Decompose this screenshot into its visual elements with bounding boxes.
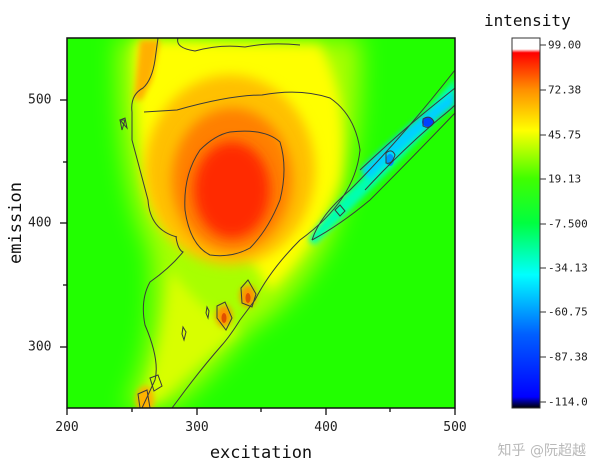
colorbar-tick-label: -34.13	[548, 261, 588, 275]
colorbar-tick-label: -60.75	[548, 305, 588, 319]
y-tick-label: 300	[28, 339, 52, 355]
x-tick-label: 300	[185, 420, 209, 435]
colorbar-tick-label: -7.500	[548, 217, 588, 231]
colorbar-tick-label: -114.0	[548, 395, 588, 409]
y-tick-label: 400	[28, 215, 52, 231]
x-axis-title: excitation	[209, 443, 313, 463]
colorbar-tick-label: 72.38	[548, 83, 582, 97]
x-axis-ticks	[66, 408, 456, 415]
colorbar-tick-label: 99.00	[548, 38, 582, 52]
colorbar-ticks	[540, 44, 546, 403]
colorbar-tick-label: 45.75	[548, 128, 582, 142]
y-axis-ticks	[60, 99, 67, 348]
watermark: 知乎 @阮超越	[497, 443, 586, 459]
colorbar-title: intensity	[484, 11, 571, 30]
colorbar	[511, 37, 541, 409]
y-axis-title: emission	[6, 182, 26, 264]
colorbar-tick-label: -87.38	[548, 350, 588, 364]
x-tick-label: 400	[314, 420, 338, 435]
x-tick-label: 200	[55, 420, 79, 435]
colorbar-tick-label: 19.13	[548, 172, 582, 186]
plot-area	[67, 38, 455, 408]
x-tick-label: 500	[443, 420, 467, 435]
y-tick-label: 500	[28, 92, 52, 108]
